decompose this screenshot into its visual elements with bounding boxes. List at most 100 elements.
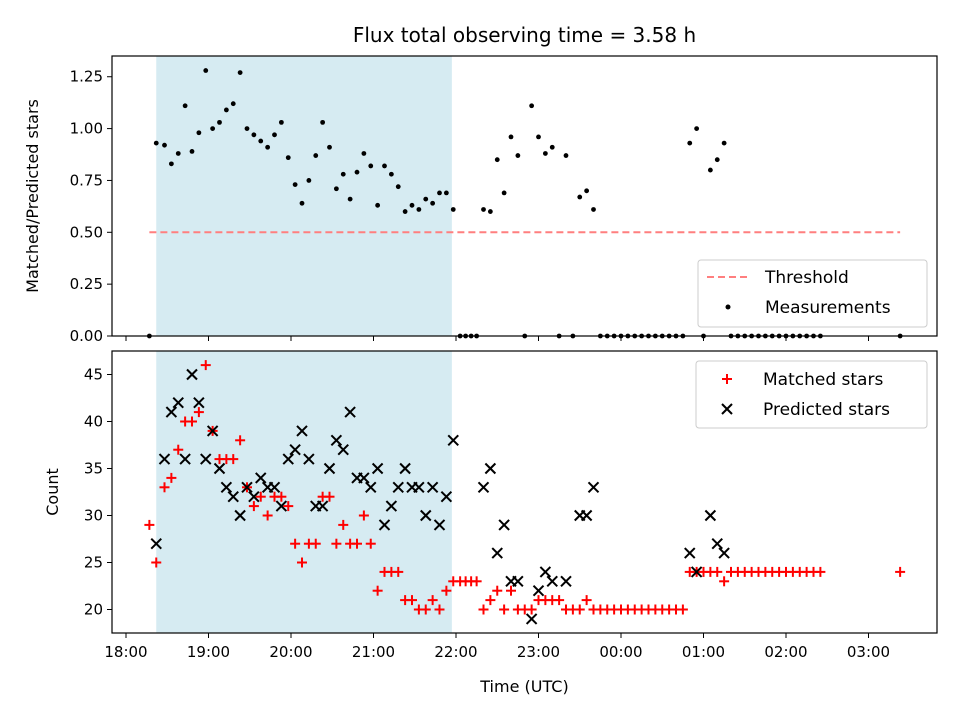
ratio-legend-box [697,259,928,328]
measurement-point [230,101,236,107]
cross-stroke [186,368,198,381]
matched-star-point [526,604,537,615]
cross-stroke [413,481,425,494]
cross-stroke [165,406,178,418]
cross-stroke [158,453,171,465]
measurement-point [265,144,271,150]
measurement-point [175,151,181,156]
cross-stroke [560,575,572,588]
cross-stroke [433,519,446,531]
measurement-point [189,149,195,154]
matched-star-point [310,538,321,549]
measurement-point [168,161,174,167]
predicted-star-point [241,481,253,494]
x-tick-label: 21:00 [352,643,395,661]
cross-stroke [206,425,219,437]
matched-star-point [297,557,307,568]
predicted-star-point [484,462,497,475]
cross-stroke [220,481,233,494]
cross-stroke [684,547,696,559]
measurement-point [591,207,596,212]
predicted-star-point [186,368,198,381]
x-tick-label: 23:00 [517,643,560,661]
predicted-star-point [539,566,552,578]
measurement-point [443,190,449,196]
matched-star-point [228,454,239,465]
cross-stroke [587,481,600,494]
matched-star-point [262,510,273,521]
measurement-point [487,209,493,214]
measurement-point [501,190,507,196]
chart-title: Flux total observing time = 3.58 h [353,23,696,47]
measurement-point [529,103,535,109]
cross-stroke [532,584,545,597]
matched-star-point [499,604,510,615]
measurement-point [549,144,555,150]
measurement-point [203,68,209,73]
matched-star-point [407,595,417,606]
cross-stroke [282,453,294,465]
cross-stroke [344,406,356,418]
ratio-panel: 0.00 0.25 0.50 0.75 1.00 1.25 Flux total obse… [23,23,938,345]
x-tick-label: 19:00 [187,643,230,661]
cross-stroke [539,566,552,578]
count-axes-frame [111,350,938,634]
x-tick-label: 22:00 [434,643,477,661]
measurement-point [416,207,422,212]
predicted-star-point [268,481,281,494]
measurement-point [430,200,436,206]
cross-stroke [491,547,503,559]
predicted-star-point [587,481,600,494]
predicted-star-point [330,434,343,447]
measurement-point [402,209,408,214]
measurement-point [494,157,500,163]
x-tick-label: 20:00 [269,643,312,661]
count-panel: 20 25 30 35 40 45 18:00 19:00 20:00 21:00 22:00 23… [43,350,938,696]
cross-stroke [512,575,524,588]
predicted-star-point [385,500,398,512]
count-legend-box [695,360,928,429]
predicted-star-point [718,547,730,559]
predicted-star-point [684,547,696,559]
ratio-y-axis-label: Matched/Predicted stars [23,99,42,293]
cross-stroke [378,519,391,531]
predicted-star-point [433,519,446,531]
x-tick-label: 01:00 [682,643,725,661]
measurement-point [481,207,486,212]
matched-star-point [290,538,301,549]
matched-star-point [248,501,259,512]
matched-star-point [331,538,342,549]
measurement-point [299,200,305,206]
matched-star-point [372,585,383,596]
predicted-star-point [498,519,510,531]
measurement-point [536,134,541,140]
predicted-star-point [690,566,703,578]
predicted-star-point [316,500,329,512]
predicted-star-point [303,453,315,465]
matched-star-point [173,444,184,455]
cross-stroke [477,481,490,494]
predicted-star-point [344,406,356,418]
predicted-star-point [711,537,723,550]
measurement-point [437,190,442,196]
cross-stroke [440,490,453,503]
matched-star-point [478,604,489,615]
cross-stroke [358,472,370,484]
cross-stroke [718,547,730,559]
predicted-star-point [365,481,377,494]
cross-stroke [296,425,308,437]
matched-star-point [677,604,688,615]
measurement-point [347,196,353,202]
cross-stroke [392,481,404,494]
time-x-ticks: 18:00 19:00 20:00 21:00 22:00 23:00 00:00 01:00… [104,633,890,661]
y-tick-label: 25 [84,554,103,572]
matched-star-point [506,585,516,596]
count-y-ticks: 20 25 30 35 40 45 [84,366,112,619]
ratio-axes-frame [111,55,938,337]
legend-plus-mark [722,374,732,384]
cross-stroke [234,509,246,522]
measurement-point [272,132,277,138]
x-tick-label: 00:00 [599,643,642,661]
cross-stroke [420,509,432,522]
